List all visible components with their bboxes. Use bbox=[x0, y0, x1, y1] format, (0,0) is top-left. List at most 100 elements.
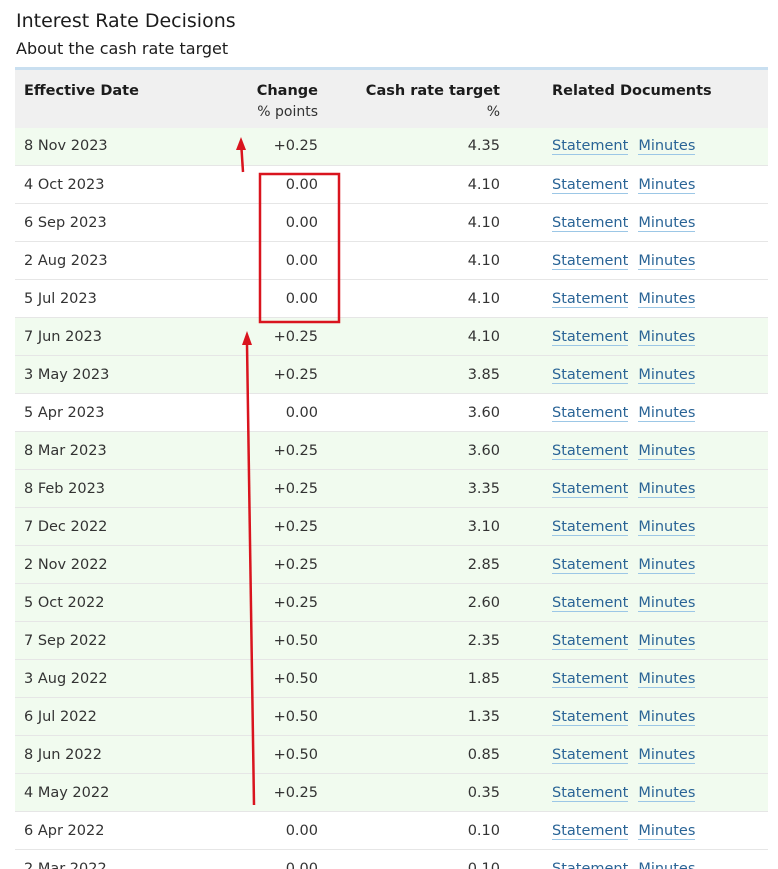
column-header-change: Change % points bbox=[221, 69, 339, 128]
related-documents-cell: Statement Minutes bbox=[535, 849, 768, 869]
cash-rate-target-cell: 1.85 bbox=[339, 659, 535, 698]
minutes-link[interactable]: Minutes bbox=[638, 404, 696, 422]
effective-date-cell: 2 Aug 2023 bbox=[15, 241, 221, 280]
minutes-link[interactable]: Minutes bbox=[638, 784, 696, 802]
subtitle-link[interactable]: About the cash rate target bbox=[16, 39, 229, 58]
related-documents-cell: Statement Minutes bbox=[535, 165, 768, 204]
change-cell: 0.00 bbox=[221, 811, 339, 850]
minutes-link[interactable]: Minutes bbox=[638, 176, 696, 194]
effective-date-cell: 2 Mar 2022 bbox=[15, 849, 221, 869]
change-cell: 0.00 bbox=[221, 393, 339, 432]
cash-rate-target-cell: 4.10 bbox=[339, 203, 535, 242]
statement-link[interactable]: Statement bbox=[552, 404, 629, 422]
column-header-related-documents: Related Documents bbox=[552, 83, 712, 99]
change-cell: 0.00 bbox=[221, 849, 339, 869]
related-documents-cell: Statement Minutes bbox=[535, 811, 768, 850]
minutes-link[interactable]: Minutes bbox=[638, 822, 696, 840]
statement-link[interactable]: Statement bbox=[552, 708, 629, 726]
statement-link[interactable]: Statement bbox=[552, 556, 629, 574]
related-documents-cell: Statement Minutes bbox=[535, 735, 768, 774]
table-row: 4 May 2022 +0.25 0.35 Statement Minutes bbox=[15, 773, 768, 812]
statement-link[interactable]: Statement bbox=[552, 632, 629, 650]
minutes-link[interactable]: Minutes bbox=[638, 290, 696, 308]
minutes-link[interactable]: Minutes bbox=[638, 214, 696, 232]
change-cell: +0.25 bbox=[221, 355, 339, 394]
statement-link[interactable]: Statement bbox=[552, 252, 629, 270]
table-row: 7 Dec 2022 +0.25 3.10 Statement Minutes bbox=[15, 507, 768, 546]
minutes-link[interactable]: Minutes bbox=[638, 708, 696, 726]
effective-date-cell: 8 Mar 2023 bbox=[15, 431, 221, 470]
cash-rate-target-cell: 4.10 bbox=[339, 317, 535, 356]
cash-rate-target-cell: 4.10 bbox=[339, 165, 535, 204]
minutes-link[interactable]: Minutes bbox=[638, 252, 696, 270]
statement-link[interactable]: Statement bbox=[552, 328, 629, 346]
change-unit: % points bbox=[257, 104, 318, 120]
change-cell: 0.00 bbox=[221, 203, 339, 242]
page-title: Interest Rate Decisions bbox=[16, 10, 236, 32]
statement-link[interactable]: Statement bbox=[552, 822, 629, 840]
table-row: 6 Apr 2022 0.00 0.10 Statement Minutes bbox=[15, 811, 768, 850]
related-documents-cell: Statement Minutes bbox=[535, 241, 768, 280]
minutes-link[interactable]: Minutes bbox=[638, 746, 696, 764]
rates-table-container: Effective Date Change % points Cash rate… bbox=[15, 67, 768, 869]
related-documents-cell: Statement Minutes bbox=[535, 127, 768, 166]
table-row: 5 Apr 2023 0.00 3.60 Statement Minutes bbox=[15, 393, 768, 432]
statement-link[interactable]: Statement bbox=[552, 176, 629, 194]
statement-link[interactable]: Statement bbox=[552, 518, 629, 536]
statement-link[interactable]: Statement bbox=[552, 784, 629, 802]
cash-rate-target-cell: 1.35 bbox=[339, 697, 535, 736]
statement-link[interactable]: Statement bbox=[552, 594, 629, 612]
table-row: 5 Jul 2023 0.00 4.10 Statement Minutes bbox=[15, 279, 768, 318]
related-documents-cell: Statement Minutes bbox=[535, 279, 768, 318]
target-unit: % bbox=[486, 104, 500, 120]
minutes-link[interactable]: Minutes bbox=[638, 366, 696, 384]
minutes-link[interactable]: Minutes bbox=[638, 632, 696, 650]
effective-date-cell: 6 Apr 2022 bbox=[15, 811, 221, 850]
statement-link[interactable]: Statement bbox=[552, 214, 629, 232]
effective-date-cell: 7 Dec 2022 bbox=[15, 507, 221, 546]
minutes-link[interactable]: Minutes bbox=[638, 594, 696, 612]
change-cell: +0.50 bbox=[221, 697, 339, 736]
change-cell: 0.00 bbox=[221, 241, 339, 280]
minutes-link[interactable]: Minutes bbox=[638, 860, 696, 869]
minutes-link[interactable]: Minutes bbox=[638, 138, 696, 156]
statement-link[interactable]: Statement bbox=[552, 138, 629, 156]
effective-date-cell: 6 Sep 2023 bbox=[15, 203, 221, 242]
table-row: 6 Jul 2022 +0.50 1.35 Statement Minutes bbox=[15, 697, 768, 736]
statement-link[interactable]: Statement bbox=[552, 670, 629, 688]
statement-link[interactable]: Statement bbox=[552, 860, 629, 869]
table-row: 2 Mar 2022 0.00 0.10 Statement Minutes bbox=[15, 849, 768, 869]
change-cell: +0.25 bbox=[221, 431, 339, 470]
statement-link[interactable]: Statement bbox=[552, 290, 629, 308]
table-row: 3 May 2023 +0.25 3.85 Statement Minutes bbox=[15, 355, 768, 394]
table-row: 5 Oct 2022 +0.25 2.60 Statement Minutes bbox=[15, 583, 768, 622]
minutes-link[interactable]: Minutes bbox=[638, 328, 696, 346]
change-cell: +0.50 bbox=[221, 735, 339, 774]
minutes-link[interactable]: Minutes bbox=[638, 518, 696, 536]
related-documents-cell: Statement Minutes bbox=[535, 621, 768, 660]
table-row: 8 Jun 2022 +0.50 0.85 Statement Minutes bbox=[15, 735, 768, 774]
table-row: 4 Oct 2023 0.00 4.10 Statement Minutes bbox=[15, 165, 768, 204]
minutes-link[interactable]: Minutes bbox=[638, 480, 696, 498]
cash-rate-target-cell: 3.10 bbox=[339, 507, 535, 546]
related-documents-cell: Statement Minutes bbox=[535, 773, 768, 812]
minutes-link[interactable]: Minutes bbox=[638, 556, 696, 574]
minutes-link[interactable]: Minutes bbox=[638, 670, 696, 688]
related-documents-cell: Statement Minutes bbox=[535, 431, 768, 470]
statement-link[interactable]: Statement bbox=[552, 480, 629, 498]
effective-date-cell: 8 Nov 2023 bbox=[15, 127, 221, 166]
cash-rate-target-cell: 3.60 bbox=[339, 393, 535, 432]
effective-date-cell: 8 Feb 2023 bbox=[15, 469, 221, 508]
change-cell: +0.25 bbox=[221, 317, 339, 356]
cash-rate-target-cell: 0.10 bbox=[339, 811, 535, 850]
table-row: 2 Aug 2023 0.00 4.10 Statement Minutes bbox=[15, 241, 768, 280]
statement-link[interactable]: Statement bbox=[552, 366, 629, 384]
effective-date-cell: 5 Jul 2023 bbox=[15, 279, 221, 318]
change-cell: +0.25 bbox=[221, 507, 339, 546]
related-documents-cell: Statement Minutes bbox=[535, 203, 768, 242]
minutes-link[interactable]: Minutes bbox=[638, 442, 696, 460]
statement-link[interactable]: Statement bbox=[552, 442, 629, 460]
cash-rate-target-cell: 4.10 bbox=[339, 279, 535, 318]
statement-link[interactable]: Statement bbox=[552, 746, 629, 764]
table-body: 8 Nov 2023 +0.25 4.35 Statement Minutes 4 Oct… bbox=[15, 127, 768, 869]
